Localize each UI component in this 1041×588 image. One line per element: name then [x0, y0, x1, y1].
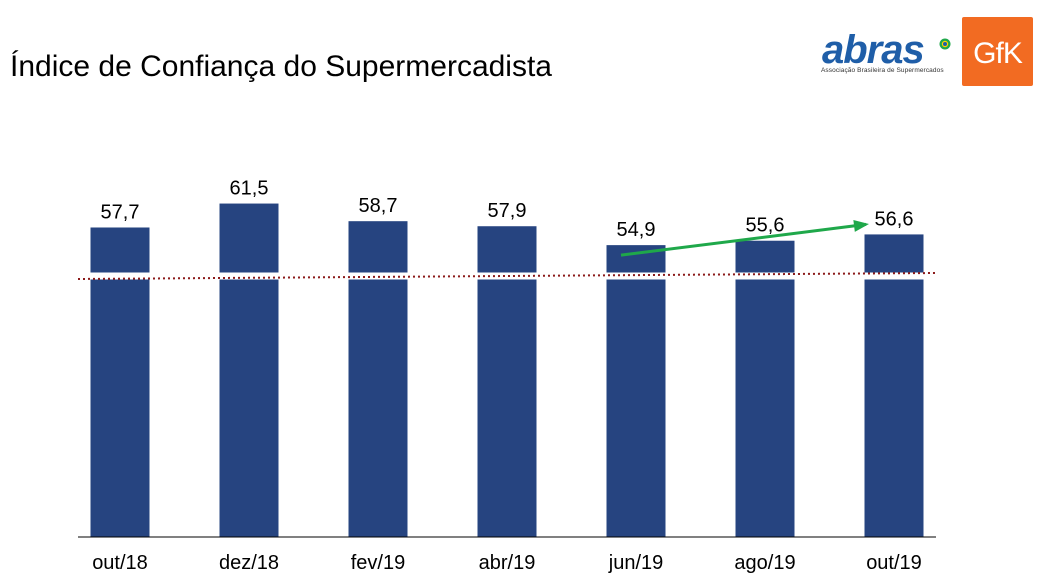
reference-line [77, 272, 937, 280]
x-tick-label: abr/19 [479, 552, 536, 574]
brazil-flag-icon [939, 38, 951, 50]
x-tick-label: fev/19 [351, 552, 405, 574]
abras-logo-tagline: Associação Brasileira de Supermercados [821, 67, 944, 74]
trend-arrow [620, 222, 867, 257]
x-tick-label: ago/19 [734, 552, 795, 574]
bar [348, 221, 408, 537]
bar [219, 203, 279, 538]
page-title: Índice de Confiança do Supermercadista [10, 50, 552, 83]
data-label: 57,9 [488, 200, 527, 222]
data-label: 58,7 [359, 195, 398, 217]
bar [606, 245, 666, 537]
gfk-logo-word: GfK [973, 37, 1023, 70]
abras-logo: abras Associação Brasileira de Supermerc… [818, 30, 953, 80]
data-label: 55,6 [746, 215, 785, 237]
x-tick-label: out/18 [92, 552, 148, 574]
data-label: 56,6 [875, 208, 914, 230]
x-tick-label: jun/19 [608, 552, 664, 574]
gfk-logo: GfK [962, 17, 1033, 86]
data-label: 61,5 [230, 178, 269, 200]
bar [864, 234, 924, 538]
trend-arrow-head [853, 219, 869, 232]
x-tick-label: dez/18 [219, 552, 279, 574]
data-label: 54,9 [617, 219, 656, 241]
bar [735, 240, 795, 537]
x-tick-label: out/19 [866, 552, 922, 574]
abras-logo-word: abras [822, 28, 925, 72]
data-label: 57,7 [101, 201, 140, 223]
